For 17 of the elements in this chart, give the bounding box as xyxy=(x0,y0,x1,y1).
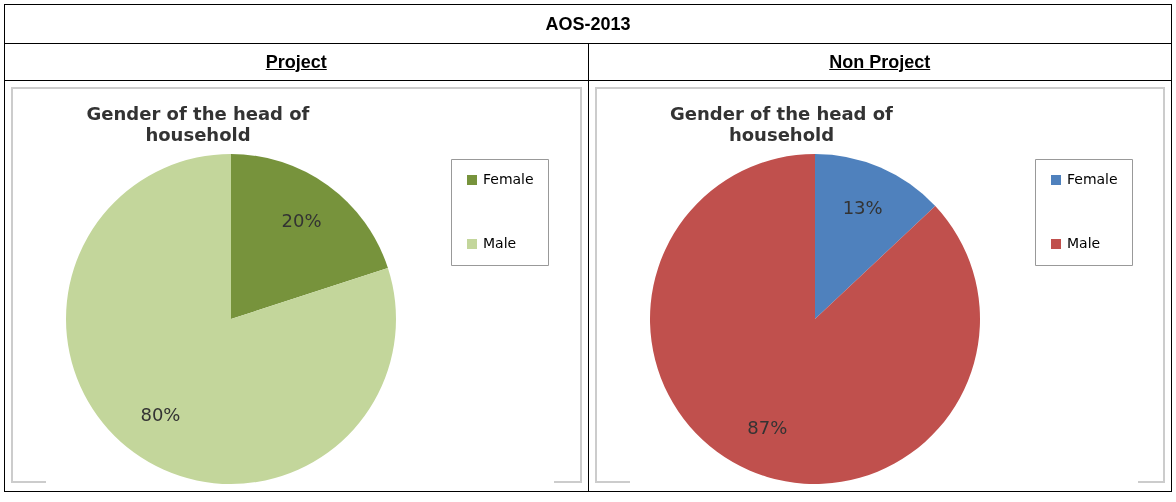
chart-subtitle: Non Project xyxy=(588,43,1172,81)
pie-slice xyxy=(66,154,396,484)
data-label: 87% xyxy=(747,417,788,439)
data-label: 20% xyxy=(281,209,322,231)
pie-slice xyxy=(649,154,980,484)
legend-label: Female xyxy=(483,171,534,187)
legend-label: Male xyxy=(483,235,517,251)
pie-slice xyxy=(814,154,936,319)
legend-label: Female xyxy=(1066,171,1118,187)
chart-title: Gender of the head of household xyxy=(669,103,894,145)
chart-subtitle: Project xyxy=(4,43,588,81)
legend-label: Male xyxy=(1066,235,1100,251)
text: AOS-2013 xyxy=(4,4,1172,44)
data-label: 80% xyxy=(140,404,181,426)
chart-title: Gender of the head of household xyxy=(85,103,311,145)
pie-slice xyxy=(231,154,389,319)
data-label: 13% xyxy=(842,196,883,218)
